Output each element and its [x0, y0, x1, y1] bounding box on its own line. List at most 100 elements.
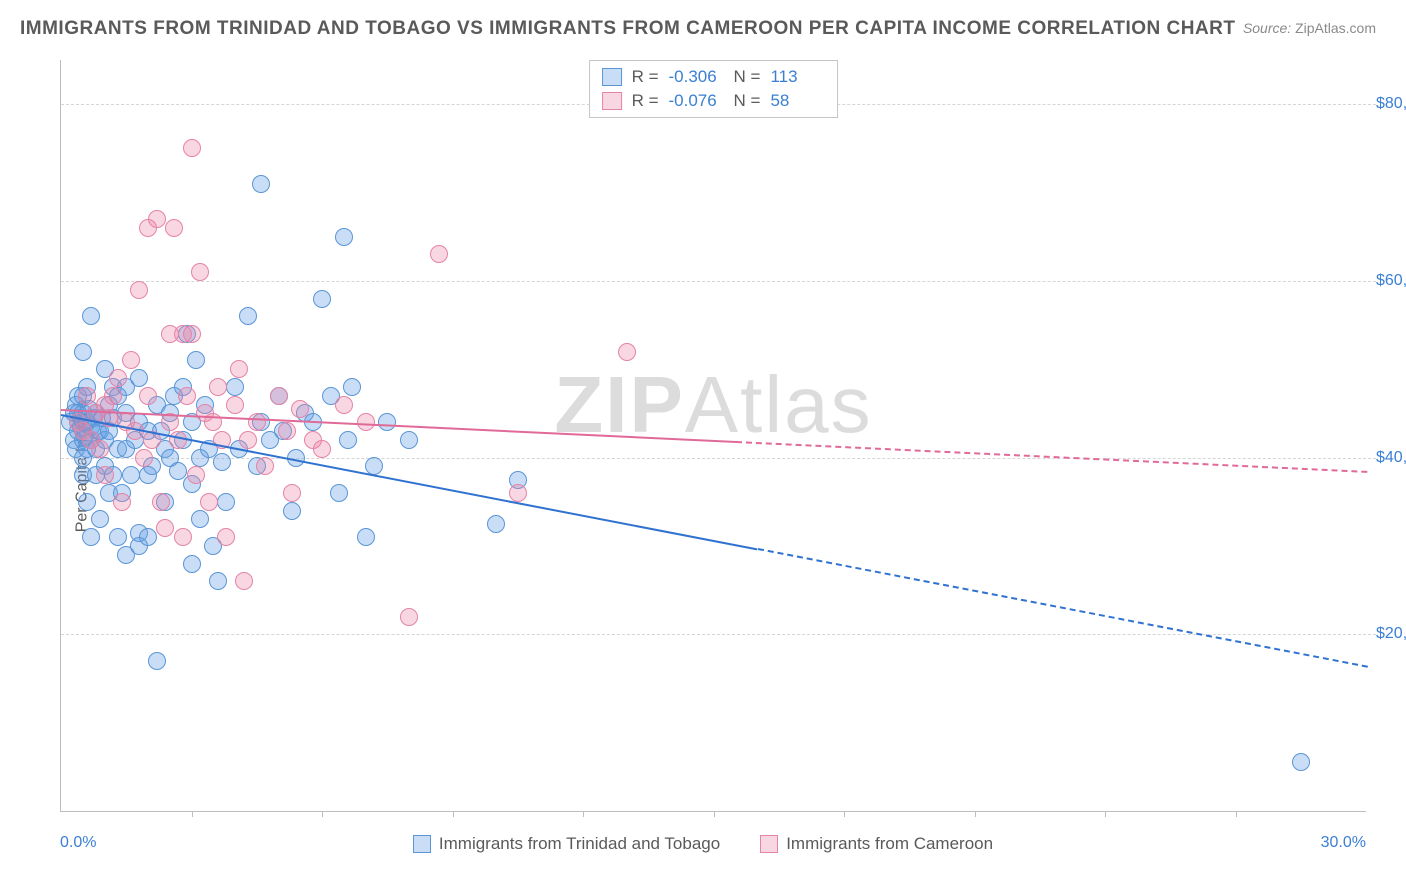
swatch-series-1 [602, 92, 622, 110]
legend-item-1: Immigrants from Cameroon [760, 834, 993, 854]
scatter-point-tt [139, 528, 157, 546]
scatter-point-cm [400, 608, 418, 626]
scatter-point-cm [174, 528, 192, 546]
scatter-point-cm [165, 219, 183, 237]
scatter-point-cm [191, 263, 209, 281]
swatch-series-0 [602, 68, 622, 86]
scatter-point-tt [130, 369, 148, 387]
x-tick-mark [975, 811, 976, 817]
scatter-point-cm [226, 396, 244, 414]
scatter-point-tt [213, 453, 231, 471]
scatter-point-cm [239, 431, 257, 449]
scatter-point-cm [91, 440, 109, 458]
scatter-point-tt [313, 290, 331, 308]
r-value-0: -0.306 [669, 67, 724, 87]
scatter-point-tt [187, 351, 205, 369]
chart-title: IMMIGRANTS FROM TRINIDAD AND TOBAGO VS I… [20, 18, 1236, 40]
scatter-point-tt [335, 228, 353, 246]
swatch-series-0 [413, 835, 431, 853]
legend-label-1: Immigrants from Cameroon [786, 834, 993, 854]
x-tick-mark [844, 811, 845, 817]
scatter-point-tt [330, 484, 348, 502]
scatter-point-cm [78, 387, 96, 405]
x-tick-mark [583, 811, 584, 817]
legend-label-0: Immigrants from Trinidad and Tobago [439, 834, 720, 854]
source-attribution: Source: ZipAtlas.com [1243, 20, 1376, 36]
scatter-point-cm [335, 396, 353, 414]
gridline [61, 634, 1376, 635]
scatter-point-tt [148, 652, 166, 670]
y-tick-label: $60,000 [1376, 272, 1406, 290]
n-label: N = [734, 67, 761, 87]
watermark-rest: Atlas [685, 360, 873, 449]
scatter-point-tt [122, 466, 140, 484]
scatter-point-tt [343, 378, 361, 396]
scatter-point-tt [91, 510, 109, 528]
r-label: R = [632, 67, 659, 87]
scatter-point-tt [252, 175, 270, 193]
scatter-point-cm [509, 484, 527, 502]
scatter-point-tt [78, 493, 96, 511]
chart-container: Per Capita Income ZIPAtlas R = -0.306 N … [10, 50, 1396, 882]
scatter-point-cm [618, 343, 636, 361]
swatch-series-1 [760, 835, 778, 853]
scatter-point-cm [230, 360, 248, 378]
correlation-legend: R = -0.306 N = 113 R = -0.076 N = 58 [589, 60, 839, 118]
scatter-point-cm [200, 493, 218, 511]
scatter-point-cm [96, 466, 114, 484]
x-tick-mark [192, 811, 193, 817]
watermark: ZIPAtlas [554, 359, 872, 451]
correlation-row-1: R = -0.076 N = 58 [602, 89, 826, 113]
scatter-point-cm [183, 325, 201, 343]
series-legend: Immigrants from Trinidad and Tobago Immi… [10, 834, 1396, 854]
scatter-point-tt [82, 528, 100, 546]
scatter-point-cm [209, 378, 227, 396]
scatter-point-tt [378, 413, 396, 431]
scatter-point-cm [256, 457, 274, 475]
scatter-point-tt [191, 510, 209, 528]
scatter-point-tt [487, 515, 505, 533]
scatter-point-cm [217, 528, 235, 546]
scatter-point-tt [82, 307, 100, 325]
r-value-1: -0.076 [669, 91, 724, 111]
n-label: N = [734, 91, 761, 111]
scatter-point-cm [235, 572, 253, 590]
source-value: ZipAtlas.com [1295, 20, 1376, 36]
scatter-point-tt [283, 502, 301, 520]
scatter-point-tt [239, 307, 257, 325]
scatter-point-tt [1292, 753, 1310, 771]
scatter-point-tt [357, 528, 375, 546]
scatter-point-cm [313, 440, 331, 458]
scatter-point-tt [74, 343, 92, 361]
plot-area: ZIPAtlas R = -0.306 N = 113 R = -0.076 N… [60, 60, 1366, 812]
x-tick-mark [322, 811, 323, 817]
source-label: Source: [1243, 20, 1291, 36]
scatter-point-cm [248, 413, 266, 431]
regression-line-tt-extrapolated [757, 548, 1367, 668]
scatter-point-cm [156, 519, 174, 537]
scatter-point-tt [109, 528, 127, 546]
scatter-point-tt [217, 493, 235, 511]
scatter-point-tt [183, 555, 201, 573]
correlation-row-0: R = -0.306 N = 113 [602, 65, 826, 89]
scatter-point-cm [122, 351, 140, 369]
scatter-point-cm [104, 387, 122, 405]
scatter-point-cm [109, 369, 127, 387]
scatter-point-cm [152, 493, 170, 511]
scatter-point-tt [339, 431, 357, 449]
scatter-point-cm [283, 484, 301, 502]
x-tick-mark [453, 811, 454, 817]
x-tick-mark [714, 811, 715, 817]
scatter-point-cm [183, 139, 201, 157]
n-value-1: 58 [770, 91, 825, 111]
gridline [61, 281, 1376, 282]
y-tick-label: $80,000 [1376, 95, 1406, 113]
x-tick-mark [1236, 811, 1237, 817]
r-label: R = [632, 91, 659, 111]
scatter-point-cm [270, 387, 288, 405]
scatter-point-cm [113, 493, 131, 511]
scatter-point-tt [226, 378, 244, 396]
scatter-point-cm [148, 210, 166, 228]
y-tick-label: $20,000 [1376, 625, 1406, 643]
x-tick-mark [1105, 811, 1106, 817]
